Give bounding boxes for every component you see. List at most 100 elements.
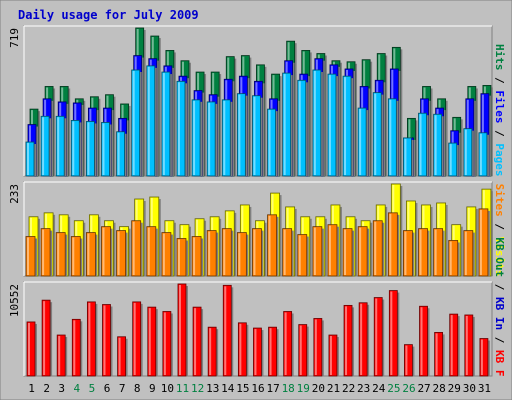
bar-pages-day-2 (40, 115, 52, 177)
bar-pages-day-6 (101, 122, 112, 177)
bar-sites-day-12 (191, 236, 204, 277)
x-tick-label-day-18: 18 (282, 382, 295, 395)
bar-sites-day-31 (478, 208, 490, 277)
legend-entry: / (493, 217, 506, 237)
x-tick-label-day-19: 19 (297, 382, 310, 395)
bar-kb-f-day-16 (253, 327, 264, 377)
x-tick-label-day-31: 31 (478, 382, 491, 395)
bar-pages-day-27 (418, 112, 429, 177)
bar-sites-day-7 (116, 230, 128, 277)
bar-sites-day-30 (463, 230, 475, 277)
bar-pages-day-24 (372, 92, 384, 177)
bar-pages-day-5 (85, 121, 97, 177)
x-tick-label-day-25: 25 (387, 382, 400, 395)
x-tick-label-day-21: 21 (327, 382, 340, 395)
x-tick-label-day-10: 10 (161, 382, 174, 395)
x-tick-label-day-29: 29 (448, 382, 461, 395)
bar-kb-f-day-9 (147, 306, 158, 377)
bar-kb-f-day-24 (373, 297, 385, 377)
x-axis-day-labels: 1 2 3 4 5 6 7 8 9 10 11 12 13 14 15 16 17 18 19 20 21 22 23 24 2… (28, 382, 491, 395)
bar-kb-f-day-2 (41, 299, 53, 377)
bar-pages-day-28 (433, 113, 444, 177)
bar-pages-day-11 (176, 80, 187, 177)
bar-pages-day-18 (282, 72, 293, 177)
y-max-label: 10552 (8, 284, 21, 317)
x-tick-label-day-20: 20 (312, 382, 325, 395)
x-tick-label-day-1: 1 (28, 382, 35, 395)
bar-sites-day-20 (312, 226, 324, 277)
bar-kb-f-day-22 (343, 304, 355, 377)
bar-pages-day-12 (191, 99, 203, 177)
bar-sites-day-10 (161, 232, 173, 277)
bar-kb-f-day-20 (313, 318, 324, 377)
bar-kb-f-day-13 (207, 326, 219, 377)
x-tick-label-day-14: 14 (221, 382, 235, 395)
x-tick-label-day-17: 17 (266, 382, 279, 395)
bar-pages-day-8 (131, 69, 142, 177)
bar-sites-day-16 (252, 228, 264, 277)
x-tick-label-day-7: 7 (119, 382, 126, 395)
bar-kb-f-day-18 (283, 311, 294, 377)
x-tick-label-day-26: 26 (402, 382, 415, 395)
bar-sites-day-9 (146, 226, 158, 277)
legend-entry: Visits (493, 237, 506, 277)
bar-kb-f-day-1 (26, 321, 37, 377)
legend-entry: / (493, 124, 506, 144)
bar-kb-f-day-17 (268, 326, 279, 377)
legend: KB Out / KB In / KB F (493, 237, 506, 376)
bar-kb-f-day-6 (102, 304, 113, 377)
legend-entry: KB Out (493, 237, 506, 277)
bar-kb-f-day-23 (358, 302, 370, 377)
bar-pages-day-26 (403, 137, 414, 177)
x-tick-label-day-5: 5 (89, 382, 96, 395)
legend-entry: Sites (493, 184, 506, 217)
bar-sites-day-5 (85, 232, 98, 277)
bar-kb-f-day-29 (449, 313, 460, 377)
bar-sites-day-2 (40, 228, 53, 277)
bar-kb-f-day-30 (464, 314, 475, 377)
bar-kb-f-day-14 (222, 284, 234, 377)
bar-pages-day-31 (478, 132, 489, 177)
bar-pages-day-14 (221, 99, 233, 177)
bar-sites-day-1 (25, 236, 37, 277)
bar-kb-f-day-26 (404, 344, 415, 377)
bar-sites-day-29 (448, 240, 460, 277)
bar-pages-day-23 (357, 107, 369, 177)
bar-kb-f-day-19 (298, 324, 309, 377)
bar-pages-day-30 (463, 128, 474, 177)
bar-pages-day-19 (297, 79, 308, 177)
bar-sites-day-27 (418, 228, 430, 277)
bar-pages-day-20 (312, 69, 323, 177)
bar-kb-f-day-28 (434, 332, 445, 377)
bar-kb-f-day-4 (71, 318, 83, 377)
x-tick-label-day-8: 8 (134, 382, 141, 395)
bar-sites-day-14 (221, 228, 234, 277)
bar-pages-day-1 (25, 141, 36, 177)
bar-sites-day-26 (403, 230, 415, 277)
bar-pages-day-17 (267, 108, 278, 177)
bar-sites-day-15 (236, 232, 249, 277)
y-max-label: 719 (8, 28, 21, 48)
x-tick-label-day-27: 27 (417, 382, 430, 395)
legend-entry: / (493, 71, 506, 91)
x-tick-label-day-11: 11 (176, 382, 189, 395)
x-tick-label-day-3: 3 (58, 382, 65, 395)
bar-kb-f-day-7 (117, 336, 128, 377)
bar-kb-f-day-31 (479, 338, 490, 377)
bar-sites-day-28 (433, 228, 445, 277)
x-tick-label-day-13: 13 (206, 382, 219, 395)
legend-entry: / (493, 277, 506, 297)
legend-entry: Pages (493, 143, 506, 176)
bar-kb-f-day-12 (192, 306, 204, 377)
legend-entry: KB In (493, 297, 506, 330)
bar-sites-day-23 (357, 226, 370, 277)
bar-sites-day-24 (372, 220, 385, 277)
x-tick-label-day-22: 22 (342, 382, 355, 395)
x-tick-label-day-6: 6 (104, 382, 111, 395)
bar-sites-day-21 (327, 224, 339, 277)
bar-kb-f-day-21 (328, 334, 339, 377)
bar-pages-day-25 (387, 98, 399, 177)
bar-pages-day-13 (206, 101, 218, 177)
x-tick-label-day-12: 12 (191, 382, 204, 395)
bar-kb-f-day-8 (132, 301, 143, 377)
